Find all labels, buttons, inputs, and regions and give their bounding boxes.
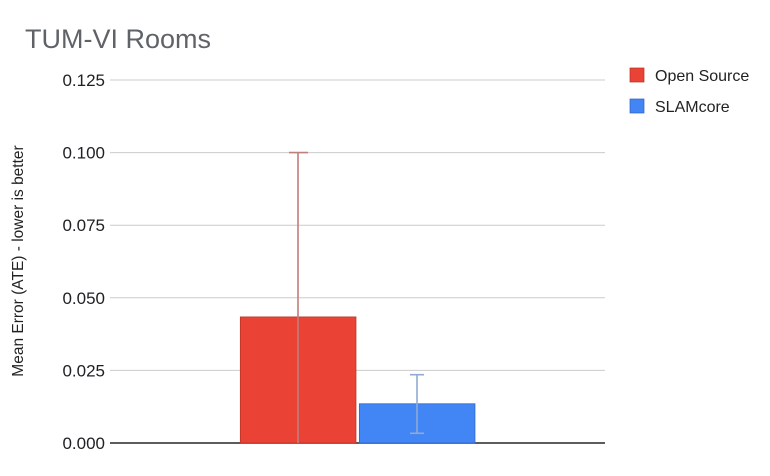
svg-text:0.025: 0.025 [62, 361, 105, 380]
svg-text:0.100: 0.100 [62, 144, 105, 163]
svg-text:0.125: 0.125 [62, 71, 105, 90]
svg-text:0.000: 0.000 [62, 434, 105, 453]
svg-text:Open Source: Open Source [655, 68, 749, 85]
svg-text:SLAMcore: SLAMcore [655, 99, 730, 116]
svg-text:0.075: 0.075 [62, 216, 105, 235]
svg-text:0.050: 0.050 [62, 289, 105, 308]
